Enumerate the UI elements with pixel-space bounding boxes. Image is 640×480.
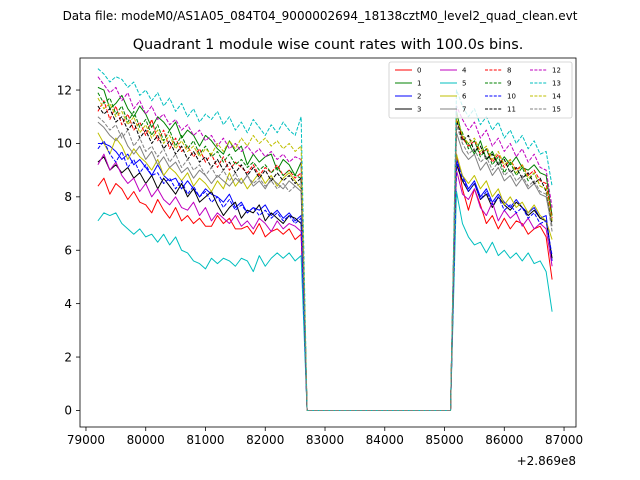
y-tick-label: 2: [64, 350, 72, 364]
series-line-9: [97, 92, 553, 411]
y-tick-label: 0: [64, 404, 72, 418]
legend-label-5: 5: [462, 80, 466, 88]
legend-label-1: 1: [417, 80, 421, 88]
legend-label-2: 2: [417, 93, 421, 101]
legend-label-15: 15: [552, 106, 561, 114]
y-tick-label: 6: [64, 244, 72, 258]
x-axis-ticks: 79000 80000 81000 82000 83000 84000 85000 86000…: [67, 427, 583, 447]
y-tick-label: 10: [57, 137, 72, 151]
legend-label-13: 13: [552, 80, 561, 88]
figure-suptitle: Data file: modeM0/AS1A05_084T04_90000026…: [63, 9, 578, 23]
x-tick-label: 79000: [67, 433, 105, 447]
x-tick-label: 82000: [246, 433, 284, 447]
x-tick-label: 80000: [127, 433, 165, 447]
series-line-15: [97, 116, 553, 411]
x-axis-offset-label: +2.869e8: [517, 454, 576, 468]
x-tick-label: 84000: [366, 433, 404, 447]
legend-frame: [388, 61, 573, 119]
x-tick-label: 85000: [425, 433, 463, 447]
legend-label-9: 9: [507, 80, 511, 88]
legend-label-6: 6: [462, 93, 467, 101]
legend-label-0: 0: [417, 67, 421, 75]
plot-area: [80, 58, 576, 427]
x-tick-label: 87000: [545, 433, 583, 447]
legend-label-12: 12: [552, 67, 561, 75]
x-tick-label: 81000: [186, 433, 224, 447]
series-layer: [97, 68, 553, 411]
y-axis-ticks: 0 2 4 6 8 10 12: [57, 83, 80, 418]
y-tick-label: 8: [64, 190, 72, 204]
chart-title: Quadrant 1 module wise count rates with …: [133, 37, 524, 53]
legend-label-3: 3: [417, 106, 421, 114]
legend-label-10: 10: [507, 93, 516, 101]
y-tick-label: 12: [57, 83, 72, 97]
y-tick-label: 4: [64, 297, 72, 311]
x-tick-label: 83000: [306, 433, 344, 447]
legend-label-4: 4: [462, 67, 467, 75]
legend-label-14: 14: [552, 93, 561, 101]
legend-label-11: 11: [507, 106, 516, 114]
plot-frame: [79, 57, 577, 428]
x-tick-label: 86000: [485, 433, 523, 447]
legend-label-8: 8: [507, 67, 511, 75]
legend-label-7: 7: [462, 106, 466, 114]
